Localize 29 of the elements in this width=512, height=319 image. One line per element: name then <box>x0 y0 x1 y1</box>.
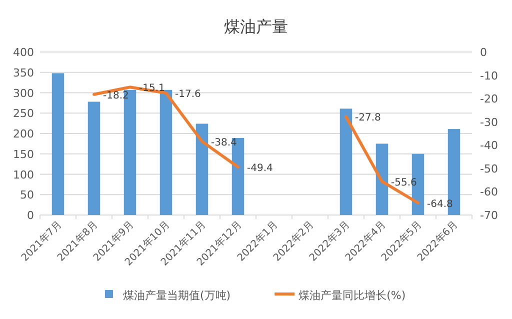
y2-tick-label: -10 <box>480 69 498 82</box>
y-tick-label: 200 <box>13 128 34 140</box>
y2-tick-label: 0 <box>480 46 487 59</box>
bar <box>160 90 172 215</box>
y-tick-label: 350 <box>13 66 34 80</box>
y2-tick-label: -40 <box>480 139 498 152</box>
bar <box>376 144 388 215</box>
y2-tick-label: -50 <box>480 162 498 176</box>
y-tick-label: 250 <box>13 107 34 120</box>
legend-label: 煤油产量同比增长(%) <box>298 289 406 302</box>
data-label: -27.8 <box>355 112 381 124</box>
bar <box>52 73 64 215</box>
data-label: -49.4 <box>247 163 273 174</box>
y-tick-label: 150 <box>13 148 34 161</box>
y-tick-label: 0 <box>27 209 34 222</box>
y-tick-label: 50 <box>20 188 34 202</box>
data-label: -17.6 <box>175 88 201 100</box>
y2-tick-label: -20 <box>480 92 498 106</box>
bar <box>196 124 208 215</box>
y2-tick-label: -70 <box>480 209 498 222</box>
y2-tick-label: -30 <box>480 116 498 129</box>
chart-title: 煤油产量 <box>224 17 288 36</box>
y-tick-label: 400 <box>13 46 34 59</box>
y-tick-label: 100 <box>13 168 34 182</box>
bar <box>340 108 352 215</box>
bar <box>88 102 100 215</box>
y-tick-label: 300 <box>13 86 34 100</box>
y2-tick-label: -60 <box>480 186 498 199</box>
legend-label: 煤油产量当期值(万吨) <box>123 289 231 302</box>
